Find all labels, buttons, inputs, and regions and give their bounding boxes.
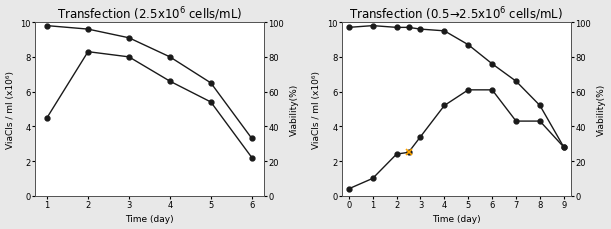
Y-axis label: Viability(%): Viability(%) [290, 83, 299, 136]
Title: Transfection (0.5→2.5x10$^6$ cells/mL): Transfection (0.5→2.5x10$^6$ cells/mL) [349, 5, 563, 23]
X-axis label: Time (day): Time (day) [432, 215, 481, 224]
Title: Transfection (2.5x10$^6$ cells/mL): Transfection (2.5x10$^6$ cells/mL) [57, 5, 242, 23]
Y-axis label: ViaCls / ml (x10⁶): ViaCls / ml (x10⁶) [312, 71, 321, 148]
Y-axis label: ViaCls / ml (x10⁶): ViaCls / ml (x10⁶) [5, 71, 15, 148]
Y-axis label: Viability(%): Viability(%) [596, 83, 606, 136]
X-axis label: Time (day): Time (day) [125, 215, 174, 224]
